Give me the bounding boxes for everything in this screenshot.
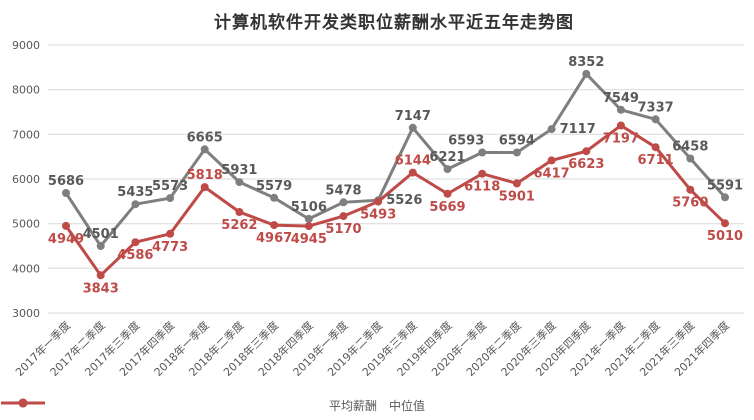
data-point-label-average-salary: 7117	[560, 122, 596, 137]
data-point-label-average-salary: 5573	[152, 179, 188, 194]
data-point-label-median: 4949	[48, 232, 84, 247]
data-point-label-average-salary: 5526	[386, 193, 422, 208]
data-point-marker-median	[582, 147, 591, 156]
data-point-label-median: 5901	[499, 189, 535, 204]
legend-item-average-salary: 平均薪酬	[1, 397, 377, 414]
data-point-label-average-salary: 6221	[429, 150, 465, 165]
data-point-marker-median	[408, 168, 417, 177]
data-point-marker-average-salary	[270, 193, 279, 202]
data-point-label-median: 6144	[395, 154, 431, 169]
data-point-marker-median	[547, 156, 556, 165]
data-point-marker-average-salary	[582, 69, 591, 78]
data-point-marker-median	[270, 221, 279, 230]
data-point-label-average-salary: 5435	[117, 185, 153, 200]
legend-swatch	[1, 398, 45, 408]
data-point-marker-average-salary	[62, 189, 70, 197]
data-point-marker-average-salary	[200, 145, 209, 154]
data-point-label-median: 4967	[256, 231, 292, 246]
legend: 平均薪酬 中位值	[0, 397, 754, 414]
data-point-label-average-salary: 7337	[638, 100, 674, 115]
y-axis-tick-label: 7000	[12, 128, 40, 141]
data-point-label-median: 5669	[429, 200, 465, 215]
data-point-marker-average-salary	[235, 178, 244, 187]
data-point-marker-median	[200, 183, 209, 192]
data-point-marker-average-salary	[721, 193, 729, 202]
data-point-marker-average-salary	[547, 125, 556, 134]
data-point-marker-average-salary	[443, 165, 452, 174]
data-point-label-median: 6711	[638, 153, 674, 168]
data-point-label-average-salary: 6593	[448, 134, 484, 149]
data-point-marker-average-salary	[512, 148, 521, 157]
data-point-marker-median	[96, 271, 105, 280]
y-axis-tick-label: 6000	[12, 173, 40, 186]
data-point-marker-median	[651, 143, 660, 152]
data-point-marker-average-salary	[131, 200, 140, 209]
data-point-label-average-salary: 5931	[221, 163, 257, 178]
data-point-label-average-salary: 4501	[83, 227, 119, 242]
data-point-label-median: 4586	[117, 248, 153, 263]
data-point-label-median: 5010	[707, 229, 743, 244]
data-point-label-median: 6417	[534, 166, 570, 181]
data-point-marker-median	[304, 222, 313, 231]
legend-item-median: 中位值	[1, 397, 426, 414]
data-point-marker-median	[131, 238, 140, 247]
data-point-marker-average-salary	[339, 198, 348, 207]
legend-swatch-marker	[18, 398, 28, 408]
data-point-marker-average-salary	[166, 194, 175, 203]
legend-label-average-salary: 平均薪酬	[328, 399, 377, 413]
data-point-marker-average-salary	[96, 242, 105, 250]
data-point-label-average-salary: 6665	[187, 130, 223, 145]
data-point-label-median: 6118	[464, 180, 500, 195]
data-point-marker-median	[616, 121, 625, 130]
data-point-label-average-salary: 8352	[568, 55, 604, 70]
data-point-label-average-salary: 5686	[48, 174, 84, 189]
data-point-label-average-salary: 7147	[395, 109, 431, 124]
data-point-marker-median	[235, 208, 244, 216]
data-point-marker-median	[374, 197, 383, 206]
data-point-label-median: 5170	[325, 222, 361, 237]
data-point-label-median: 5262	[221, 218, 257, 233]
chart-svg: 30004000500060007000800090002017年一季度2017…	[12, 39, 744, 379]
data-point-marker-average-salary	[408, 123, 417, 132]
data-point-label-median: 5818	[187, 168, 223, 183]
data-point-marker-median	[443, 189, 452, 198]
y-axis-tick-label: 4000	[12, 262, 40, 275]
data-point-marker-average-salary	[304, 214, 313, 223]
data-point-label-median: 4945	[291, 232, 327, 247]
data-point-label-median: 5760	[672, 196, 708, 211]
y-axis-tick-label: 3000	[12, 307, 40, 320]
data-point-label-average-salary: 5579	[256, 179, 292, 194]
data-point-label-median: 7197	[603, 132, 639, 147]
data-point-label-average-salary: 6594	[499, 134, 535, 149]
y-axis-tick-label: 9000	[12, 39, 40, 52]
legend-label-median: 中位值	[389, 399, 426, 413]
data-point-marker-median	[512, 179, 521, 188]
series-line-median	[64, 123, 727, 278]
data-point-label-median: 4773	[152, 240, 188, 255]
data-point-marker-median	[339, 212, 348, 221]
data-point-marker-median	[478, 169, 487, 178]
data-point-label-average-salary: 5106	[291, 200, 327, 215]
data-point-label-average-salary: 6458	[672, 140, 708, 155]
data-point-marker-median	[62, 221, 70, 230]
data-point-marker-median	[686, 185, 695, 194]
data-point-marker-average-salary	[651, 115, 660, 124]
data-point-marker-average-salary	[616, 105, 625, 114]
data-point-label-average-salary: 7549	[603, 91, 639, 106]
series-line-average-salary	[64, 71, 727, 249]
data-point-marker-median	[721, 219, 729, 228]
data-point-label-median: 6623	[568, 157, 604, 172]
data-point-label-median: 3843	[83, 281, 119, 296]
chart-title: 计算机软件开发类职位薪酬水平近五年走势图	[214, 13, 574, 33]
data-point-marker-median	[166, 229, 175, 238]
data-point-marker-average-salary	[478, 148, 487, 157]
data-point-label-average-salary: 5591	[707, 178, 743, 193]
y-axis-tick-label: 5000	[12, 218, 40, 231]
y-axis-tick-label: 8000	[12, 84, 40, 97]
data-point-marker-average-salary	[686, 154, 695, 163]
data-point-label-average-salary: 5478	[325, 183, 361, 198]
data-point-label-median: 5493	[360, 208, 396, 223]
